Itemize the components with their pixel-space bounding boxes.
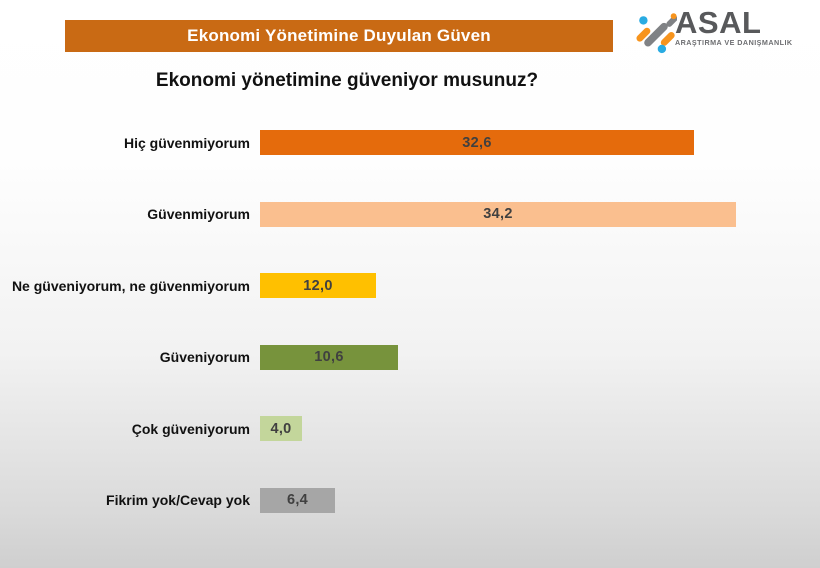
logo-tagline: ARAŞTIRMA VE DANIŞMANLIK <box>675 38 793 47</box>
chart-row: Hiç güvenmiyorum 32,6 <box>0 130 820 155</box>
value-label: 4,0 <box>270 420 292 437</box>
bar: 34,2 <box>260 201 736 227</box>
bar: 4,0 <box>260 416 302 441</box>
chart-row: Güvenmiyorum 34,2 <box>0 201 820 227</box>
bar: 32,6 <box>260 130 694 155</box>
chart-row: Güveniyorum 10,6 <box>0 344 820 370</box>
category-label: Ne güveniyorum, ne güvenmiyorum <box>11 277 250 294</box>
chart-row: Çok güveniyorum 4,0 <box>0 416 820 441</box>
chart-row: Ne güveniyorum, ne güvenmiyorum 12,0 <box>0 273 820 298</box>
bar: 10,6 <box>260 344 398 370</box>
category-label: Çok güveniyorum <box>131 420 250 437</box>
category-label: Güvenmiyorum <box>147 206 250 222</box>
value-label: 34,2 <box>483 206 513 222</box>
value-label: 6,4 <box>286 492 309 508</box>
chart-question: Ekonomi yönetimine güveniyor musunuz? <box>155 70 539 91</box>
banner-title: Ekonomi Yönetimine Duyulan Güven <box>187 26 491 45</box>
bar: 6,4 <box>260 487 335 513</box>
asal-logo-text: ASAL ARAŞTIRMA VE DANIŞMANLIK <box>675 6 793 47</box>
value-label: 12,0 <box>303 277 333 294</box>
value-label: 32,6 <box>462 134 492 151</box>
value-label: 10,6 <box>314 349 344 365</box>
logo-name: ASAL <box>675 5 762 40</box>
asal-logo: ASAL ARAŞTIRMA VE DANIŞMANLIK <box>635 6 793 56</box>
asal-logo-mark-icon <box>636 13 677 54</box>
category-label: Hiç güvenmiyorum <box>123 134 250 151</box>
chart-row: Fikrim yok/Cevap yok 6,4 <box>0 487 820 513</box>
category-label: Güveniyorum <box>159 349 250 365</box>
bar: 12,0 <box>260 273 376 298</box>
category-label: Fikrim yok/Cevap yok <box>106 492 250 508</box>
title-banner: Ekonomi Yönetimine Duyulan Güven <box>65 20 613 52</box>
